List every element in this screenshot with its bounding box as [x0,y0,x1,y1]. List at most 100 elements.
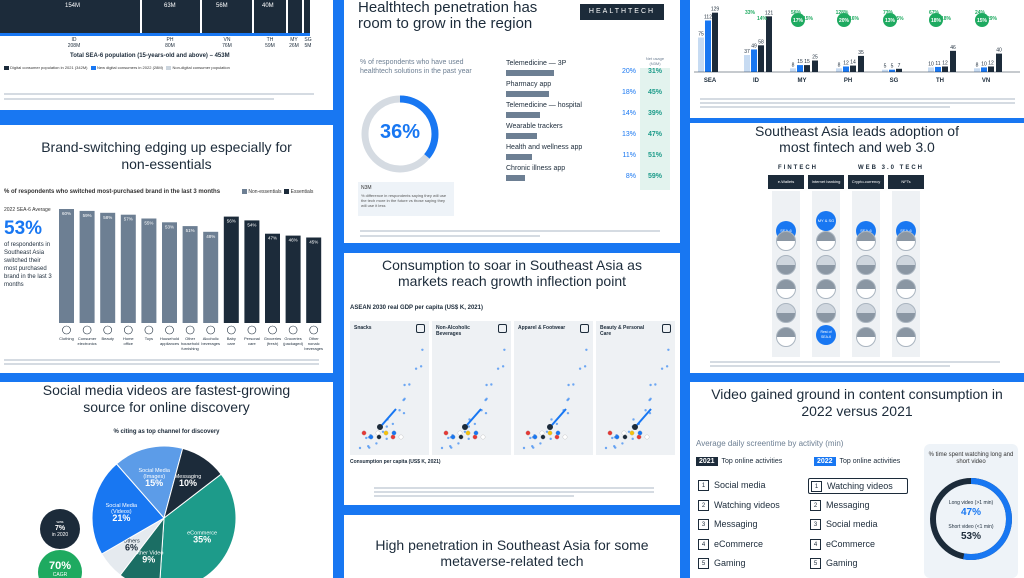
growth-bar [705,20,711,72]
pie-slice-label: (Videos) [111,509,132,515]
pop-bar-my [288,0,302,36]
asean-marker [377,424,383,430]
activity-label: Messaging [826,499,870,510]
country-flag-icon [816,255,836,275]
growth-circle [975,13,989,27]
consumption-panel-title: Non-Alcoholic Beverages [436,325,470,337]
pie-slice-label: eCommerce [187,530,217,536]
metaverse-title: High penetration in Southeast Asia for s… [375,537,649,569]
scatter-point [529,436,532,440]
brand-category-label: Clothing [59,336,74,341]
scatter-point [604,446,608,450]
country-flag [473,430,479,436]
scatter-point [539,442,542,445]
scatter-point [613,445,616,448]
growth-pct-label: 56% [791,10,802,16]
scatter-point [555,422,559,426]
brand-category-label: Personal [244,336,260,341]
country-flag-icon [896,231,916,251]
long-video-label: Long video (>1 min) [948,500,994,506]
fintech-footnote [710,361,1010,367]
brand-bar [120,214,136,323]
fintech-group-1: FINTECH [778,165,818,171]
video-2021-header: 2021 Top online activities [696,457,782,466]
activity-rank: 1 [698,480,709,491]
growth-bar [889,69,895,72]
growth-projection-value: 121 [765,10,774,16]
activity-row: 5 Gaming [696,556,796,572]
category-icon [662,324,671,333]
health-row-pct: 11% [622,152,637,159]
brand-category-icon [82,325,92,335]
country-flag [480,434,486,440]
growth-pct-label: 16% [849,16,860,22]
tile-video: Video gained ground in content consumpti… [690,382,1024,578]
country-flag [525,430,531,436]
brand-bar-value: 46% [289,238,298,243]
growth-x-label: PH [844,78,852,84]
consumption-panel: Non-Alcoholic Beverages [432,321,511,455]
health-pct: 36% [379,121,421,143]
country-flag [637,430,643,436]
scatter-point [385,437,388,441]
activity-label: Watching videos [827,481,893,491]
long-video-pct: 47% [960,507,981,518]
growth-bar [797,65,803,72]
activity-row: 1 Social media [696,478,796,494]
brand-title: Brand-switching edging up especially for… [41,139,292,172]
pie-slice-value: 35% [193,534,211,544]
brand-category-label: furnishing [181,346,198,351]
growth-projection-value: 46 [950,45,956,51]
health-row-net: 51% [647,152,662,159]
brand-category-label: care [248,341,257,346]
asean-marker [547,424,553,430]
pie-slice-value: 21% [112,513,130,523]
country-flag [621,430,627,436]
activity-row: 3 Social media [808,517,908,533]
scatter-point [501,365,505,368]
country-flag-icon [776,303,796,323]
health-row-bar [506,112,540,118]
pop-bar-value: 40M [262,3,274,9]
country-flag [547,430,553,436]
brand-category-icon [144,325,154,335]
tile-metaverse: High penetration in Southeast Asia for s… [344,515,680,578]
pop-bar-ph: 63M [142,0,200,36]
bubble-was-pct: 7% [54,525,66,532]
growth-footnote [700,98,1020,112]
pie-slice [115,445,184,520]
bubble-cagr-sub: CAGR [52,572,68,578]
growth-x-label: SG [890,78,899,84]
country-flag-icon [856,255,876,275]
country-flag [390,434,396,440]
new-consumers-strip [0,33,310,36]
health-n3m-box: N3M % difference in respondents saying t… [358,182,454,216]
tile-fintech: Southeast Asia leads adoption of most fi… [690,123,1024,373]
country-flag [465,430,471,436]
fintech-badge: MY & SG [816,211,836,231]
country-flag [607,430,613,436]
scatter-point [621,442,624,445]
brand-bar [244,220,260,323]
scatter-point [485,383,488,387]
growth-bar [896,68,902,72]
scatter-point [421,348,424,351]
country-flag [562,434,568,440]
country-flag [383,430,389,436]
fintech-badge: Rest of SEA-6 [816,325,836,345]
brand-bar-value: 54% [247,222,256,227]
scatter-point [414,367,418,370]
brand-bar [59,209,74,323]
health-footnote [360,230,670,238]
scatter-point [419,365,423,368]
activity-row: 2 Watching videos [696,498,796,514]
growth-bar [843,66,849,72]
scatter-point [367,445,370,448]
growth-bar-value: 12 [843,60,849,66]
country-flag [622,434,628,440]
scatter-point [440,446,444,450]
health-row-net: 47% [647,131,662,138]
growth-bar [882,69,888,72]
consumption-panel: Apparel & Footwear [514,321,593,455]
country-flag [636,434,642,440]
